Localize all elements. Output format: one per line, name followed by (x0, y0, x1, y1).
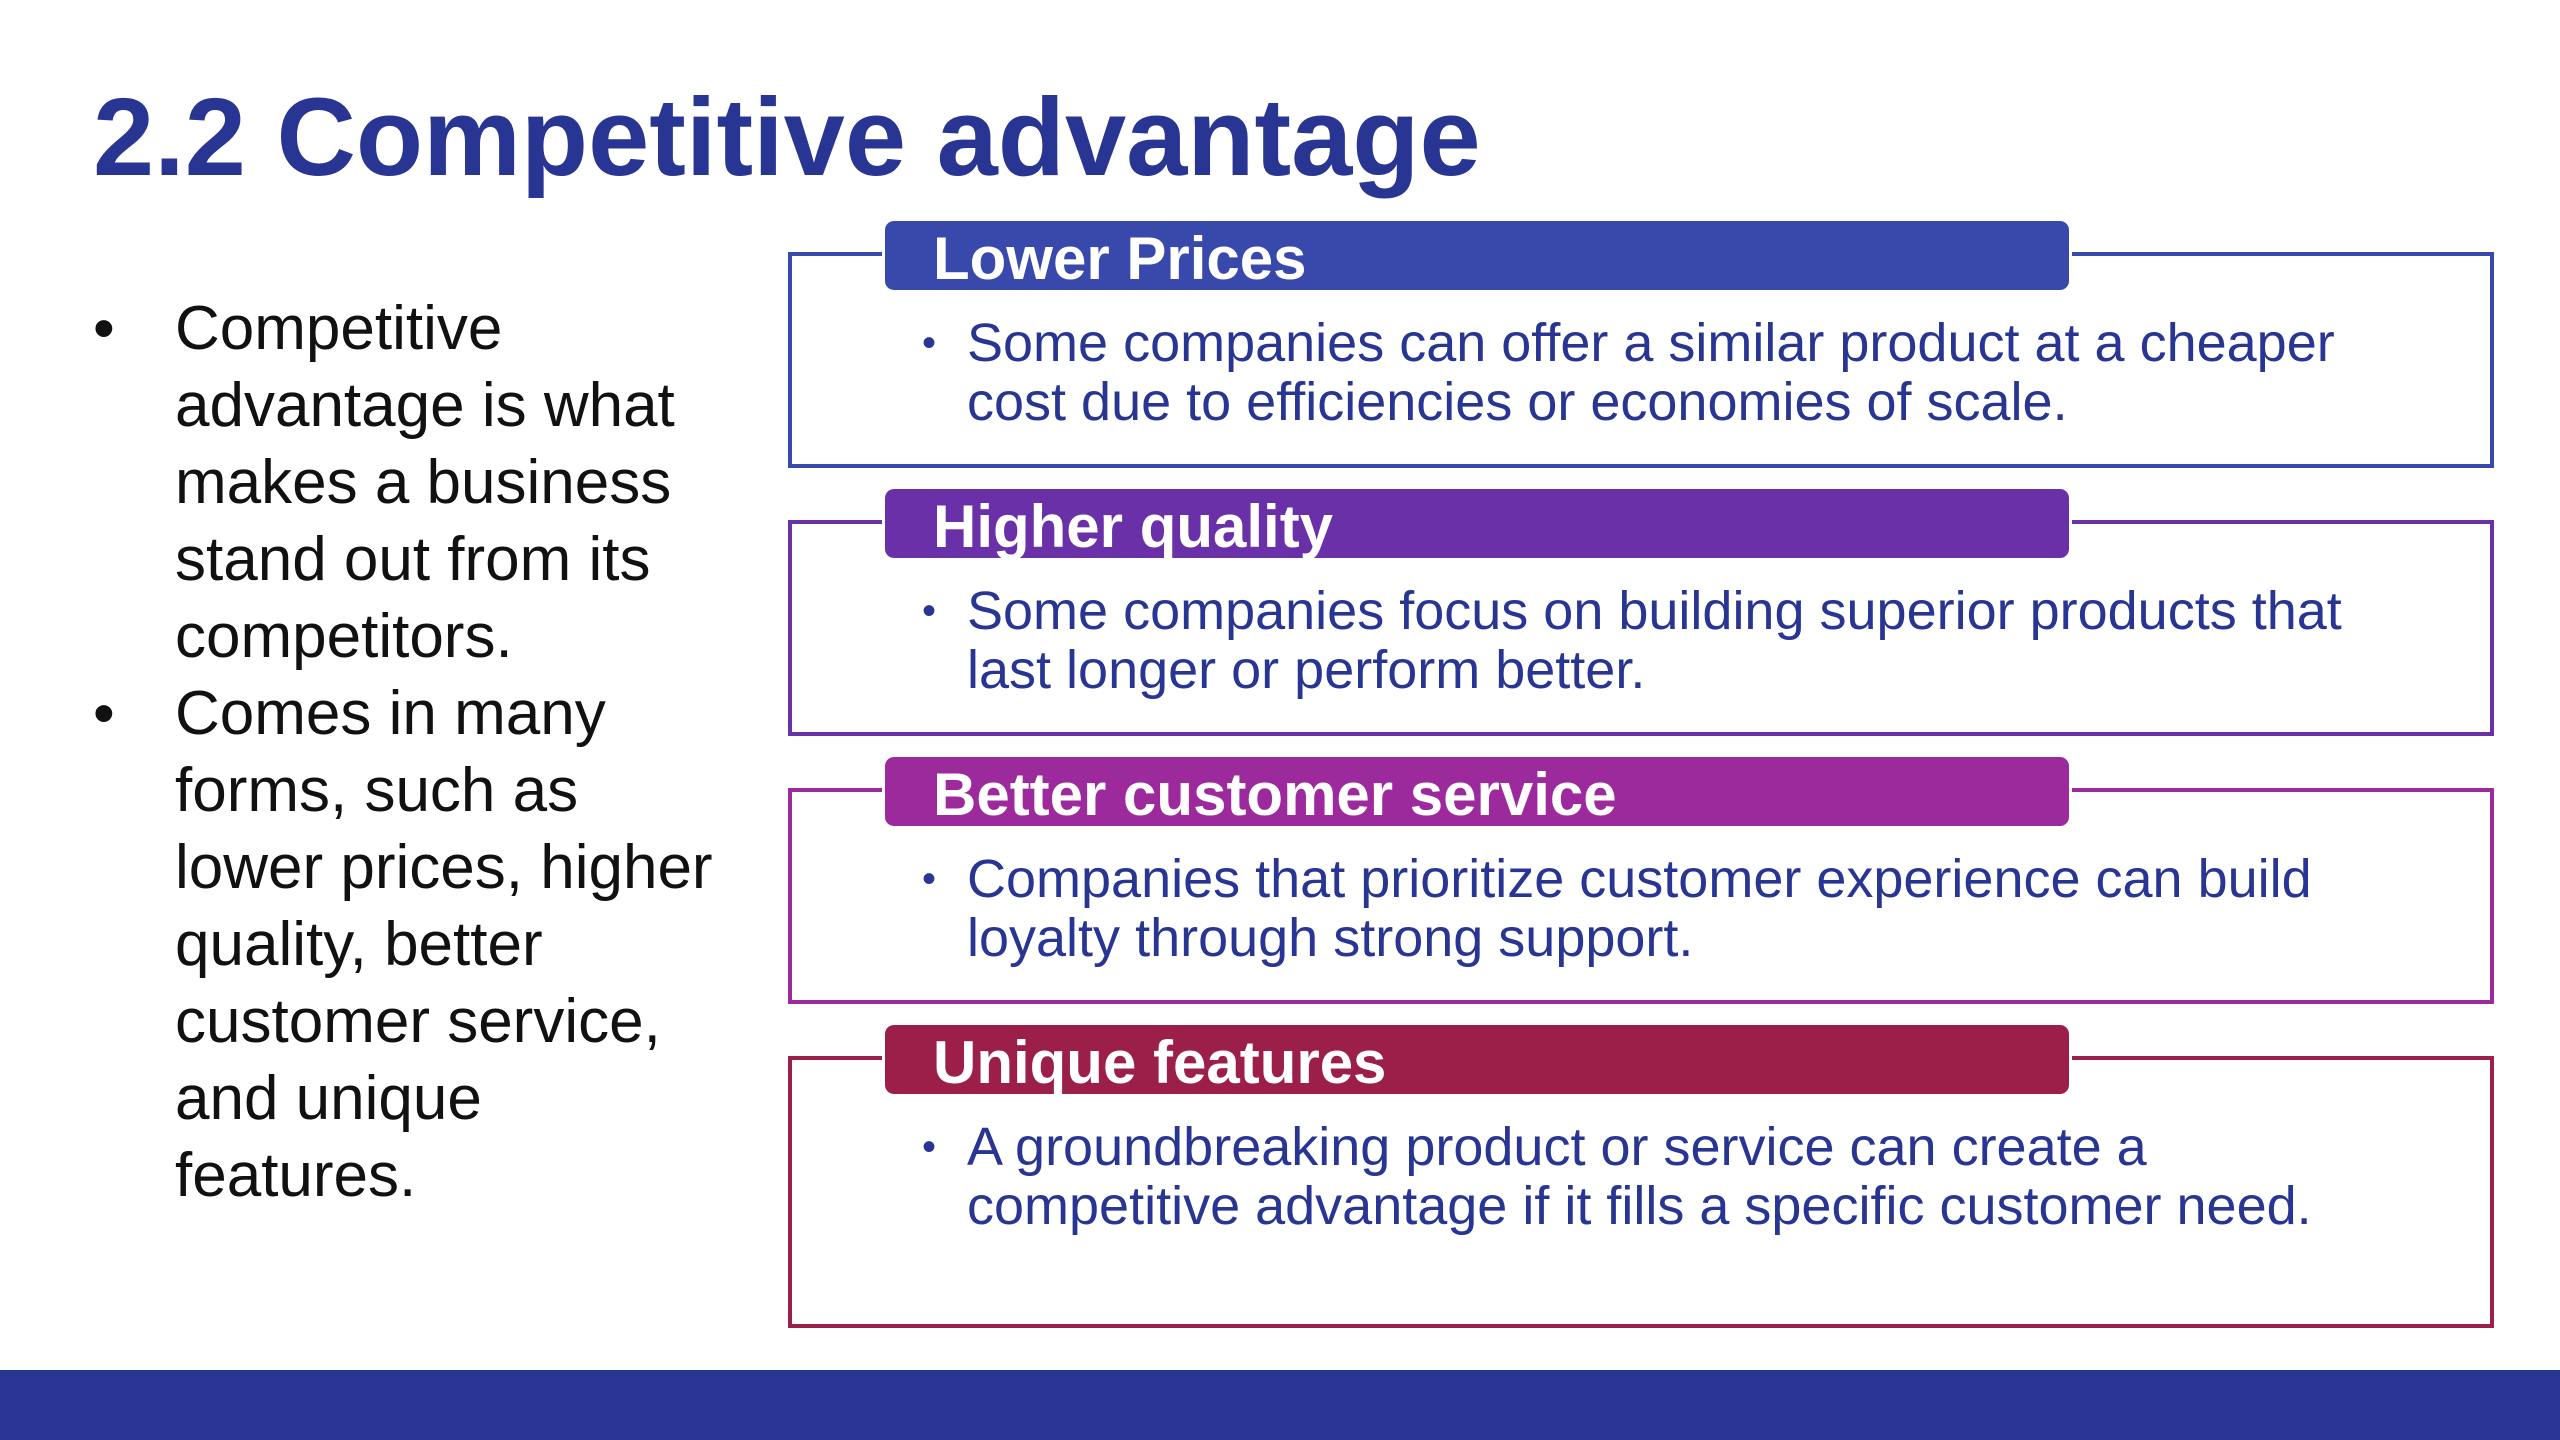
higher-quality-header: Higher quality (882, 486, 2072, 561)
better-customer-service-body: • Companies that prioritize customer exp… (922, 850, 2402, 968)
bullet-marker: • (93, 294, 115, 363)
better-customer-service-bullet: • Companies that prioritize customer exp… (922, 850, 2402, 968)
lower-prices-bullet: • Some companies can offer a similar pro… (922, 314, 2402, 432)
higher-quality-box: Higher quality • Some companies focus on… (788, 486, 2494, 736)
bullet-marker: • (922, 589, 937, 633)
higher-quality-body: • Some companies focus on building super… (922, 582, 2402, 700)
lower-prices-box: Lower Prices • Some companies can offer … (788, 218, 2494, 468)
lower-prices-header: Lower Prices (882, 218, 2072, 293)
bullet-marker: • (922, 1125, 937, 1169)
unique-features-header: Unique features (882, 1022, 2072, 1097)
higher-quality-text: Some companies focus on building superio… (967, 581, 2342, 700)
slide-title: 2.2 Competitive advantage (93, 76, 1481, 199)
unique-features-box: Unique features • A groundbreaking produ… (788, 1022, 2494, 1328)
better-customer-service-box: Better customer service • Companies that… (788, 754, 2494, 1004)
lower-prices-body: • Some companies can offer a similar pro… (922, 314, 2402, 432)
footer-bar (0, 1370, 2560, 1440)
bullet-marker: • (93, 679, 115, 748)
better-customer-service-header: Better customer service (882, 754, 2072, 829)
unique-features-bullet: • A groundbreaking product or service ca… (922, 1118, 2402, 1236)
lower-prices-text: Some companies can offer a similar produ… (967, 313, 2335, 432)
bullet-marker: • (922, 321, 937, 365)
bullet-marker: • (922, 857, 937, 901)
intro-bullet-list: • Competitive advantage is what makes a … (93, 290, 733, 1214)
intro-bullet-text: Comes in many forms, such as lower price… (175, 679, 713, 1210)
unique-features-body: • A groundbreaking product or service ca… (922, 1118, 2402, 1236)
intro-bullet-1: • Competitive advantage is what makes a … (93, 290, 733, 675)
unique-features-text: A groundbreaking product or service can … (967, 1117, 2312, 1236)
better-customer-service-text: Companies that prioritize customer exper… (967, 849, 2312, 968)
intro-bullet-text: Competitive advantage is what makes a bu… (175, 294, 675, 671)
higher-quality-bullet: • Some companies focus on building super… (922, 582, 2402, 700)
intro-bullet-2: • Comes in many forms, such as lower pri… (93, 675, 733, 1214)
